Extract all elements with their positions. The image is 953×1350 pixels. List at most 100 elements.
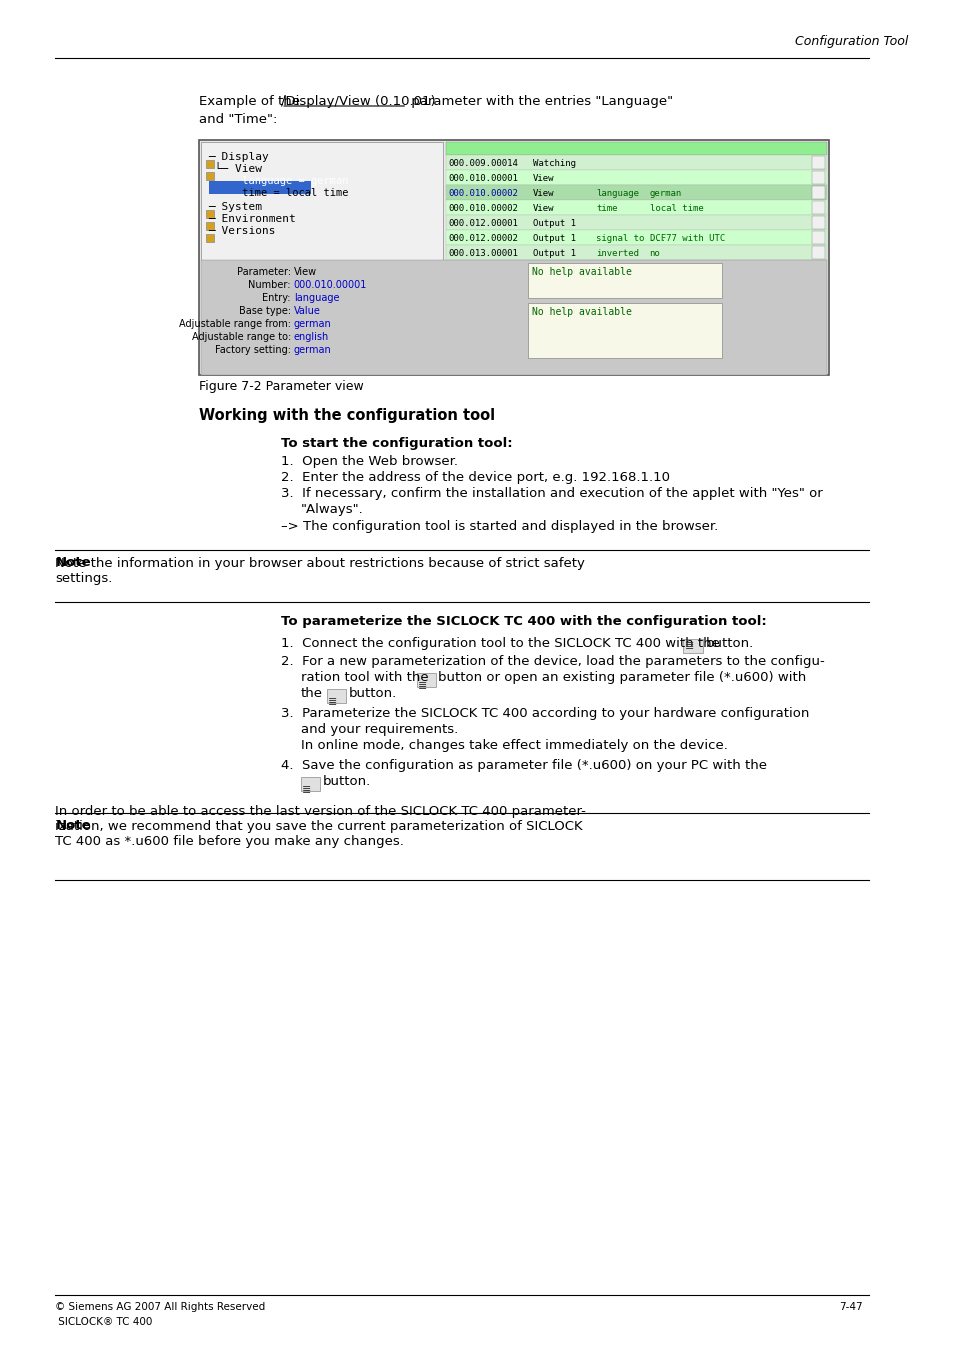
Text: Parameter:: Parameter: [236, 267, 291, 277]
Bar [445, 200, 826, 215]
Bar [445, 142, 826, 155]
Text: german: german [649, 189, 681, 198]
Text: Output 1: Output 1 [533, 248, 576, 258]
Text: In order to be able to access the last version of the SICLOCK TC 400 parameter-
: In order to be able to access the last v… [55, 805, 585, 848]
Text: Base type:: Base type: [238, 306, 291, 316]
Bar [326, 688, 346, 703]
Text: 000.010.00002: 000.010.00002 [447, 189, 517, 198]
Text: ─ System: ─ System [208, 202, 262, 212]
Bar [300, 778, 319, 791]
Bar [812, 246, 824, 259]
Text: ≣: ≣ [327, 697, 336, 707]
Text: Adjustable range to:: Adjustable range to: [192, 332, 291, 342]
Text: ─ Environment: ─ Environment [208, 215, 295, 224]
Text: ration tool with the: ration tool with the [300, 671, 428, 684]
Text: ─ Display: ─ Display [208, 153, 269, 162]
Text: 000.010.00002: 000.010.00002 [447, 204, 517, 213]
Text: and "Time":: and "Time": [198, 113, 276, 126]
Text: ─ Versions: ─ Versions [208, 225, 275, 236]
Text: –> The configuration tool is started and displayed in the browser.: –> The configuration tool is started and… [281, 520, 718, 533]
Text: SICLOCK® TC 400: SICLOCK® TC 400 [55, 1318, 152, 1327]
Bar [206, 211, 214, 217]
Text: button.: button. [705, 637, 753, 649]
Text: button or open an existing parameter file (*.u600) with: button or open an existing parameter fil… [437, 671, 805, 684]
Bar [200, 142, 442, 373]
Text: 000.013.00001: 000.013.00001 [447, 248, 517, 258]
Bar [445, 215, 826, 230]
Text: 2.  Enter the address of the device port, e.g. 192.168.1.10: 2. Enter the address of the device port,… [281, 471, 669, 485]
Bar [445, 170, 826, 185]
Text: 1.  Connect the configuration tool to the SICLOCK TC 400 with the: 1. Connect the configuration tool to the… [281, 637, 720, 649]
Text: button.: button. [349, 687, 396, 701]
Text: To start the configuration tool:: To start the configuration tool: [281, 437, 512, 450]
Text: 3.  If necessary, confirm the installation and execution of the applet with "Yes: 3. If necessary, confirm the installatio… [281, 487, 822, 500]
Text: german: german [294, 346, 331, 355]
Text: 000.010.00001: 000.010.00001 [294, 279, 367, 290]
Bar [206, 171, 214, 180]
Text: time: time [596, 204, 617, 213]
Text: Watching: Watching [533, 159, 576, 167]
Text: © Siemens AG 2007 All Rights Reserved: © Siemens AG 2007 All Rights Reserved [55, 1301, 265, 1312]
Text: Value: Value [294, 306, 320, 316]
Text: ≣: ≣ [301, 784, 311, 795]
Bar [445, 230, 826, 244]
Bar [812, 186, 824, 198]
Text: Number:: Number: [248, 279, 291, 290]
Text: Note: Note [55, 556, 91, 568]
Text: In online mode, changes take effect immediately on the device.: In online mode, changes take effect imme… [300, 738, 726, 752]
Text: DCF77 with UTC: DCF77 with UTC [649, 234, 724, 243]
Text: time = local time: time = local time [212, 188, 349, 198]
Text: View: View [294, 267, 316, 277]
Text: View: View [533, 174, 554, 184]
Bar [200, 261, 826, 375]
Bar [812, 157, 824, 169]
Bar [206, 161, 214, 167]
Bar [206, 234, 214, 242]
Text: Note the information in your browser about restrictions because of strict safety: Note the information in your browser abo… [55, 558, 584, 585]
Text: 1.  Open the Web browser.: 1. Open the Web browser. [281, 455, 457, 468]
Text: ≣: ≣ [683, 641, 693, 651]
Bar [209, 181, 311, 194]
Bar [528, 302, 721, 358]
Text: english: english [294, 332, 329, 342]
Text: └─ View: └─ View [208, 163, 262, 174]
Bar [416, 674, 436, 687]
Bar [445, 155, 826, 170]
Text: parameter with the entries "Language": parameter with the entries "Language" [407, 95, 673, 108]
Bar [812, 216, 824, 230]
Text: 000.012.00002: 000.012.00002 [447, 234, 517, 243]
Bar [812, 171, 824, 184]
Bar [812, 201, 824, 215]
Bar [445, 185, 826, 200]
Text: 3.  Parameterize the SICLOCK TC 400 according to your hardware configuration: 3. Parameterize the SICLOCK TC 400 accor… [281, 707, 809, 720]
Text: Working with the configuration tool: Working with the configuration tool [198, 408, 495, 423]
Text: 2.  For a new parameterization of the device, load the parameters to the configu: 2. For a new parameterization of the dev… [281, 655, 824, 668]
Text: language: language [596, 189, 639, 198]
Bar [528, 263, 721, 298]
Text: ≣: ≣ [417, 680, 427, 691]
Text: 000.009.00014: 000.009.00014 [447, 159, 517, 167]
Text: To parameterize the SICLOCK TC 400 with the configuration tool:: To parameterize the SICLOCK TC 400 with … [281, 616, 766, 628]
Text: Entry:: Entry: [262, 293, 291, 302]
Text: "Always".: "Always". [300, 504, 363, 516]
Text: No help available: No help available [532, 306, 632, 317]
Text: Note: Note [55, 819, 91, 832]
Text: No help available: No help available [532, 267, 632, 277]
Text: no: no [649, 248, 659, 258]
Text: 000.012.00001: 000.012.00001 [447, 219, 517, 228]
Text: Figure 7-2 Parameter view: Figure 7-2 Parameter view [198, 379, 363, 393]
Bar [206, 221, 214, 230]
Text: Output 1: Output 1 [533, 219, 576, 228]
Text: Example of the: Example of the [198, 95, 304, 108]
Text: 4.  Save the configuration as parameter file (*.u600) on your PC with the: 4. Save the configuration as parameter f… [281, 759, 766, 772]
Text: german: german [294, 319, 331, 329]
Text: 000.010.00001: 000.010.00001 [447, 174, 517, 184]
Text: Configuration Tool: Configuration Tool [794, 35, 907, 49]
Bar [812, 231, 824, 244]
Text: button.: button. [322, 775, 371, 788]
Bar [682, 639, 702, 653]
Bar [445, 185, 826, 200]
Text: View: View [533, 204, 554, 213]
Bar [445, 244, 826, 261]
Text: language = german: language = german [212, 176, 349, 186]
